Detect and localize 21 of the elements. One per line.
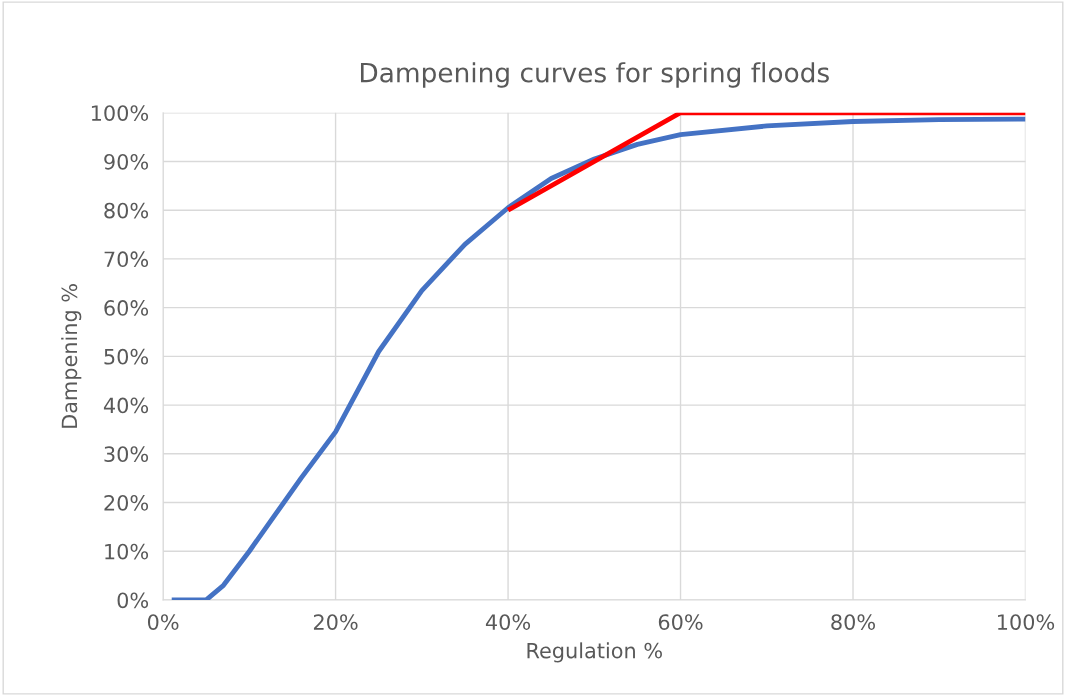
y-axis-title: Dampening %: [61, 284, 82, 428]
x-tick-label: 60%: [658, 614, 703, 630]
x-tick-label: 0%: [147, 614, 179, 630]
y-tick-label: 40%: [103, 397, 149, 414]
chart-title: Dampening curves for spring floods: [360, 62, 829, 88]
y-tick-label: 90%: [104, 153, 149, 170]
y-tick-label: 0%: [117, 592, 149, 609]
y-tick-label: 20%: [104, 494, 149, 511]
y-tick-label: 100%: [91, 105, 149, 121]
x-tick-label: 40%: [485, 614, 531, 630]
y-tick-label: 70%: [104, 251, 149, 268]
y-tick-label: 80%: [104, 202, 149, 219]
line-series: [169, 116, 1026, 600]
x-axis-title: Regulation %: [527, 642, 662, 663]
y-tick-label: 50%: [104, 348, 149, 365]
x-tick-label: 80%: [831, 614, 876, 630]
x-tick-label: 20%: [313, 614, 358, 630]
y-tick-label: 30%: [104, 446, 149, 462]
y-tick-label: 10%: [105, 543, 149, 560]
y-tick-label: 60%: [104, 300, 149, 316]
x-tick-label: 100%: [998, 614, 1055, 630]
